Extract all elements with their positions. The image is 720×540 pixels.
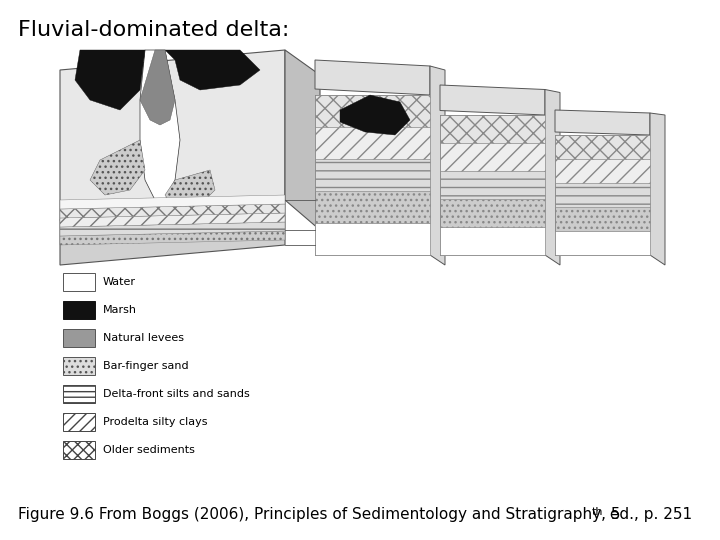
Bar bbox=[555, 159, 650, 183]
Bar bbox=[63, 441, 95, 459]
Polygon shape bbox=[60, 50, 285, 220]
Polygon shape bbox=[555, 135, 650, 255]
Bar bbox=[440, 227, 545, 255]
Polygon shape bbox=[285, 50, 320, 230]
Text: Marsh: Marsh bbox=[103, 305, 137, 315]
Polygon shape bbox=[165, 50, 260, 90]
Text: ed., p. 251: ed., p. 251 bbox=[605, 507, 692, 522]
Bar bbox=[440, 171, 545, 199]
Text: Fluvial-dominated delta:: Fluvial-dominated delta: bbox=[18, 20, 289, 40]
Bar bbox=[555, 231, 650, 255]
Polygon shape bbox=[140, 50, 180, 200]
Bar bbox=[315, 191, 430, 223]
Text: Prodelta silty clays: Prodelta silty clays bbox=[103, 417, 207, 427]
Bar bbox=[63, 301, 95, 319]
Bar bbox=[63, 413, 95, 431]
Polygon shape bbox=[60, 195, 285, 209]
Polygon shape bbox=[60, 204, 285, 218]
Bar bbox=[315, 127, 430, 159]
Bar bbox=[440, 115, 545, 143]
Polygon shape bbox=[60, 213, 285, 227]
Bar bbox=[555, 135, 650, 159]
Bar bbox=[440, 143, 545, 171]
Bar bbox=[63, 329, 95, 347]
Polygon shape bbox=[165, 170, 215, 210]
Text: Natural levees: Natural levees bbox=[103, 333, 184, 343]
Bar bbox=[315, 159, 430, 191]
Polygon shape bbox=[75, 50, 145, 110]
Text: Water: Water bbox=[103, 277, 136, 287]
Polygon shape bbox=[140, 50, 175, 125]
Bar bbox=[315, 223, 430, 255]
Polygon shape bbox=[90, 140, 145, 195]
Bar bbox=[315, 95, 430, 127]
Bar bbox=[555, 207, 650, 231]
Polygon shape bbox=[340, 95, 410, 135]
Polygon shape bbox=[440, 115, 545, 255]
Bar bbox=[63, 385, 95, 403]
Polygon shape bbox=[315, 60, 430, 95]
Bar bbox=[63, 273, 95, 291]
Polygon shape bbox=[555, 110, 650, 135]
Bar bbox=[63, 357, 95, 375]
Bar bbox=[555, 183, 650, 207]
Polygon shape bbox=[60, 231, 285, 245]
Polygon shape bbox=[315, 95, 430, 255]
Polygon shape bbox=[545, 90, 560, 265]
Text: Figure 9.6 From Boggs (2006), Principles of Sedimentology and Stratigraphy, 5: Figure 9.6 From Boggs (2006), Principles… bbox=[18, 507, 621, 522]
Bar bbox=[440, 199, 545, 227]
Text: th: th bbox=[592, 507, 603, 517]
Polygon shape bbox=[650, 113, 665, 265]
Text: Older sediments: Older sediments bbox=[103, 445, 195, 455]
Polygon shape bbox=[60, 222, 285, 236]
Polygon shape bbox=[430, 66, 445, 265]
Text: Bar-finger sand: Bar-finger sand bbox=[103, 361, 189, 371]
Polygon shape bbox=[60, 200, 285, 265]
Text: Delta-front silts and sands: Delta-front silts and sands bbox=[103, 389, 250, 399]
Polygon shape bbox=[440, 85, 545, 115]
